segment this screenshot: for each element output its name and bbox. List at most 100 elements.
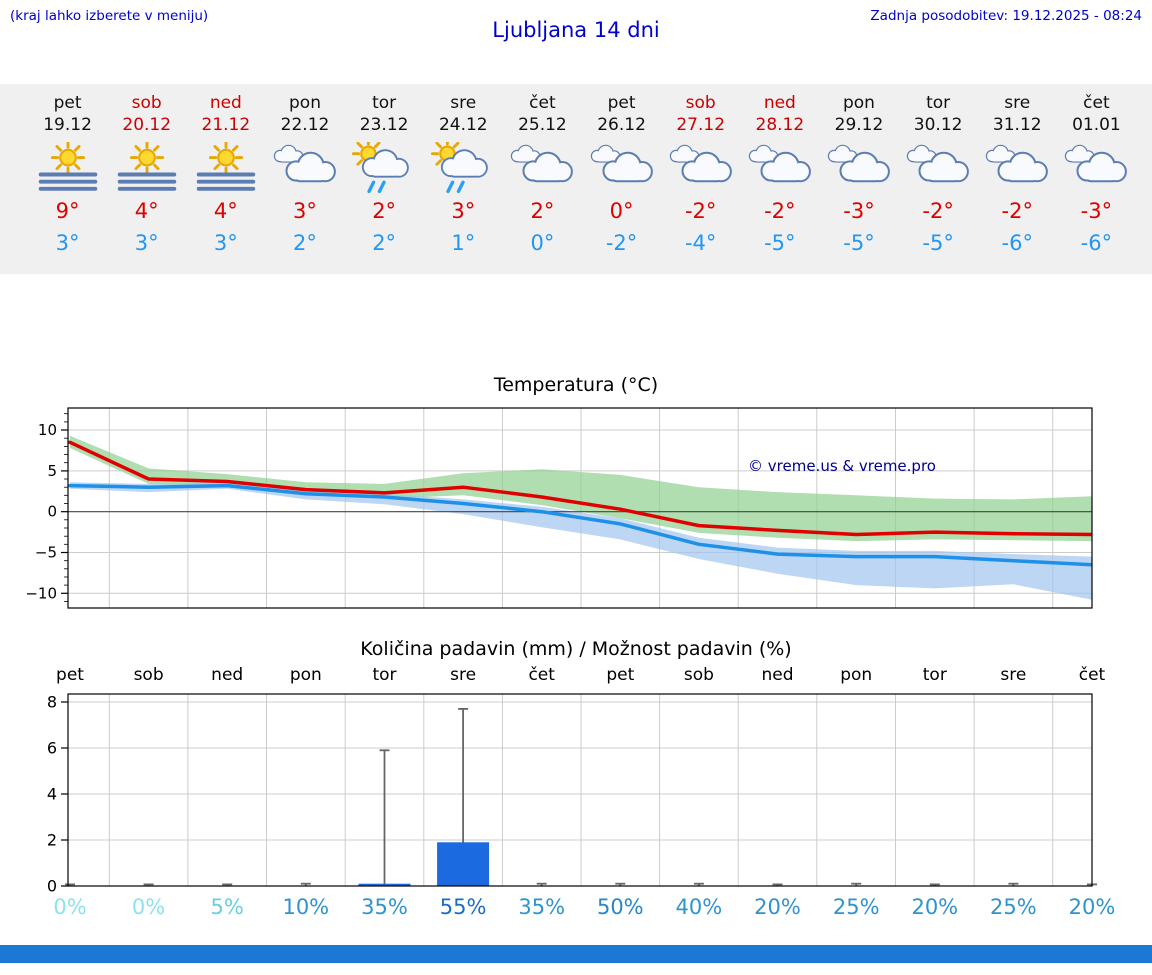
temp-min: -5° bbox=[764, 231, 796, 256]
temp-max: 9° bbox=[55, 199, 80, 224]
temp-min: -5° bbox=[843, 231, 875, 256]
precip-probability: 10% bbox=[282, 895, 329, 919]
precip-day-label: sob bbox=[134, 665, 164, 685]
temp-min: -2° bbox=[605, 231, 638, 256]
precip-day-label: tor bbox=[923, 665, 947, 685]
temp-max: -2° bbox=[764, 199, 796, 224]
temp-max: 2° bbox=[372, 199, 397, 224]
forecast-day-27.12: sob 27.12 -2° -4° bbox=[661, 92, 740, 258]
band-min-range bbox=[70, 482, 1092, 600]
temp-min: 0° bbox=[530, 231, 555, 256]
forecast-day-19.12: pet 19.12 9° 3° bbox=[28, 92, 107, 258]
precip-probability: 20% bbox=[1069, 895, 1116, 919]
precipitation-chart: pet sob ned pon tor sre čet pet sob ned pon tor sre č… bbox=[47, 665, 1116, 919]
forecast-day-24.12: sre 24.12 3° 1° bbox=[424, 92, 503, 258]
temp-max: 2° bbox=[530, 199, 555, 224]
day-name: pet bbox=[53, 93, 82, 113]
temp-max: 0° bbox=[609, 199, 634, 224]
cloudy-icon bbox=[503, 140, 582, 196]
temp-max: 3° bbox=[293, 199, 317, 224]
forecast-day-25.12: čet 25.12 2° 0° bbox=[503, 92, 582, 258]
precip-day-label: pet bbox=[56, 665, 84, 685]
day-date: 21.12 bbox=[201, 115, 251, 136]
precip-probability: 20% bbox=[754, 895, 801, 919]
cloudy-icon bbox=[740, 140, 819, 196]
svg-text:−5: −5 bbox=[35, 543, 57, 561]
day-name: sob bbox=[685, 93, 716, 113]
header: (kraj lahko izberete v meniju) Ljubljana… bbox=[0, 0, 1152, 60]
forecast-day-23.12: tor 23.12 2° 2° bbox=[345, 92, 424, 258]
temp-min: -6° bbox=[1080, 231, 1113, 256]
precip-bar bbox=[437, 842, 490, 886]
forecast-day-30.12: tor 30.12 -2° -5° bbox=[899, 92, 978, 258]
cloudy-icon bbox=[978, 140, 1057, 196]
forecast-day-28.12: ned 28.12 -2° -5° bbox=[740, 92, 819, 258]
temp-max: -2° bbox=[684, 199, 717, 224]
series-temperatura min bbox=[68, 483, 1092, 567]
forecast-strip: pet 19.12 9° 3° sob 20.12 4° 3° ned 21.12 4° 3° pon 2… bbox=[0, 84, 1152, 274]
forecast-day-26.12: pet 26.12 0° -2° bbox=[582, 92, 661, 258]
temp-min: 3° bbox=[213, 231, 238, 256]
precip-day-label: ned bbox=[761, 665, 793, 685]
precip-probability: 55% bbox=[440, 895, 487, 919]
precip-day-label: pon bbox=[840, 665, 872, 685]
temp-min: 3° bbox=[55, 231, 80, 256]
cloudy-icon bbox=[819, 140, 898, 196]
temp-max: -3° bbox=[843, 199, 875, 224]
day-name: ned bbox=[763, 93, 796, 113]
temp-max: -2° bbox=[922, 199, 954, 224]
day-date: 26.12 bbox=[597, 115, 646, 136]
precip-day-label: pon bbox=[290, 665, 322, 685]
precip-day-label: čet bbox=[528, 665, 555, 685]
precip-day-label: ned bbox=[211, 665, 243, 685]
day-date: 20.12 bbox=[122, 115, 172, 136]
temp-max: -2° bbox=[1001, 199, 1033, 224]
temp-min: 3° bbox=[134, 231, 159, 256]
day-date: 24.12 bbox=[438, 115, 488, 136]
day-date: 28.12 bbox=[755, 115, 805, 136]
menu-hint: (kraj lahko izberete v meniju) bbox=[10, 8, 209, 24]
day-name: pon bbox=[842, 93, 875, 113]
last-updated: Zadnja posodobitev: 19.12.2025 - 08:24 bbox=[870, 8, 1142, 24]
forecast-day-31.12: sre 31.12 -2° -6° bbox=[978, 92, 1057, 258]
day-name: čet bbox=[529, 93, 556, 113]
forecast-day-21.12: ned 21.12 4° 3° bbox=[186, 92, 265, 258]
day-date: 19.12 bbox=[43, 115, 92, 136]
day-name: pon bbox=[289, 93, 321, 113]
series-temperatura max bbox=[68, 440, 1092, 537]
day-name: tor bbox=[926, 93, 951, 113]
sun-rain-icon bbox=[424, 140, 503, 196]
temp-max: 4° bbox=[134, 199, 159, 224]
precip-probability: 20% bbox=[911, 895, 958, 919]
svg-text:−10: −10 bbox=[25, 584, 57, 602]
temperature-chart: −10 −5 0 5 10 © vreme.us & vreme.pro bbox=[25, 407, 1093, 609]
copyright-link[interactable]: © vreme.us & vreme.pro bbox=[748, 457, 936, 475]
precip-day-label: pet bbox=[606, 665, 634, 685]
precip-probability: 50% bbox=[597, 895, 644, 919]
cloudy-icon bbox=[582, 140, 661, 196]
day-date: 29.12 bbox=[834, 115, 884, 136]
sun-fog-icon bbox=[28, 140, 107, 196]
precip-day-label: tor bbox=[372, 665, 396, 685]
precip-probability: 40% bbox=[676, 895, 723, 919]
precip-probability: 0% bbox=[53, 895, 86, 919]
day-date: 30.12 bbox=[913, 115, 963, 136]
svg-text:6: 6 bbox=[47, 738, 57, 757]
precip-day-label: čet bbox=[1079, 665, 1106, 685]
forecast-day-29.12: pon 29.12 -3° -5° bbox=[819, 92, 898, 258]
day-name: ned bbox=[209, 93, 242, 113]
svg-text:5: 5 bbox=[47, 462, 57, 480]
cloudy-icon bbox=[265, 140, 344, 196]
precipitation-chart-title: Količina padavin (mm) / Možnost padavin … bbox=[360, 637, 792, 660]
temp-min: 2° bbox=[372, 231, 397, 256]
day-name: tor bbox=[372, 93, 397, 113]
svg-text:4: 4 bbox=[47, 784, 57, 803]
cloudy-icon bbox=[1057, 140, 1136, 196]
day-name: sre bbox=[450, 93, 477, 113]
day-date: 22.12 bbox=[280, 115, 330, 136]
temp-min: -4° bbox=[684, 231, 717, 256]
precip-day-label: sre bbox=[450, 665, 476, 685]
day-date: 25.12 bbox=[518, 115, 567, 136]
day-name: čet bbox=[1083, 93, 1110, 113]
